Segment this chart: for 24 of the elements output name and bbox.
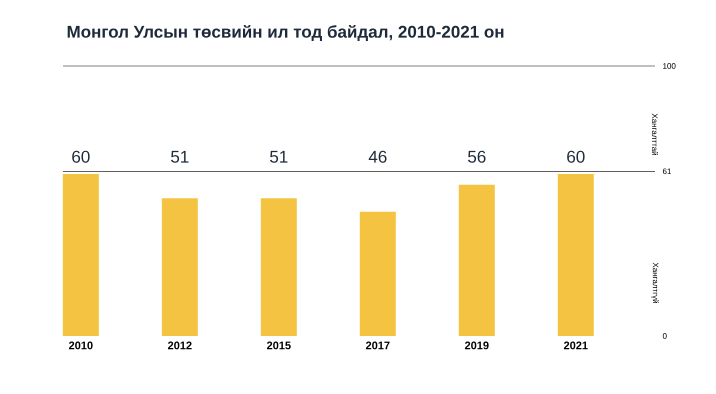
- chart-title: Монгол Улсын төсвийн ил тод байдал, 2010-2021 он: [68, 24, 504, 42]
- x-tick-label: 2010: [68, 342, 93, 350]
- x-tick-label: 2015: [266, 342, 291, 350]
- data-label: 60: [72, 150, 90, 163]
- y-tick-label: 61: [662, 168, 672, 174]
- bar: [62, 174, 99, 336]
- x-tick-label: 2021: [564, 342, 588, 350]
- x-tick-label: 2019: [464, 342, 489, 350]
- y-tick-label: 100: [663, 63, 676, 69]
- x-tick-label: 2017: [366, 342, 390, 350]
- data-label: 46: [368, 150, 387, 163]
- data-label: 60: [567, 150, 585, 163]
- data-label: 51: [270, 150, 288, 163]
- bar: [360, 212, 396, 336]
- annotation: Хангалттай: [652, 114, 658, 156]
- x-tick-label: 2012: [168, 342, 192, 350]
- bar: [260, 198, 297, 336]
- y-tick-label: 0: [662, 333, 667, 339]
- annotation: Хангалтгүй: [651, 262, 659, 303]
- bar: [558, 174, 594, 336]
- bar: [458, 184, 495, 336]
- data-label: 51: [171, 150, 188, 163]
- data-label: 56: [468, 150, 486, 163]
- bar: [162, 198, 198, 336]
